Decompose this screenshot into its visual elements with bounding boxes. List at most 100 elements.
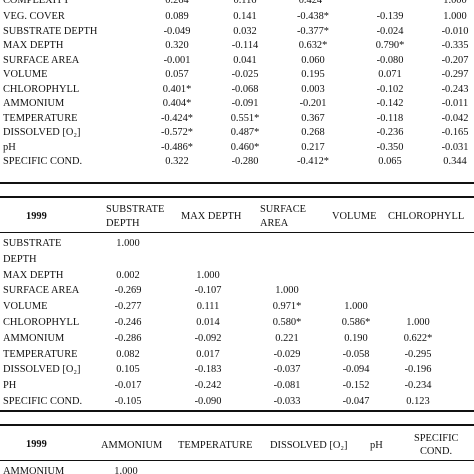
table-2-top-rule [0, 196, 474, 198]
table-1-row-label: SUBSTRATE DEPTH [3, 25, 98, 37]
table-2-cell: 0.002 [116, 269, 140, 281]
table-2-row-label: SPECIFIC COND. [3, 396, 83, 407]
table-2-column-header: MAX DEPTH [181, 211, 242, 222]
table-1-cell: -0.280 [231, 156, 259, 167]
table-1-row-label: SPECIFIC COND. [3, 156, 83, 167]
table-2-cell: -0.058 [342, 348, 370, 360]
table-1-cell: -0.486* [160, 141, 194, 153]
table-1-cell: -0.412* [296, 156, 330, 167]
table-2-row-label: AMMONIUM [3, 332, 65, 344]
table-1-cell: -0.042 [441, 112, 469, 124]
table-2: 1999 SUBSTRATE DEPTH MAX DEPTH SURFACE AREA V… [0, 196, 474, 418]
table-1-partial-cell: 0.116 [233, 0, 257, 6]
table-1-cell: -0.350 [376, 141, 404, 153]
table-1-cell: 0.790* [375, 40, 405, 51]
table-2-row-label: SURFACE AREA [3, 285, 80, 297]
table-1-cell: 0.404* [162, 98, 192, 109]
table-2-cell: -0.295 [404, 348, 432, 360]
table-2-cell: 0.190 [344, 332, 368, 344]
table-1-cell: -0.201 [299, 98, 327, 109]
table-3: 1999 AMMONIUM TEMPERATURE DISSOLVED [O₂] pH… [0, 424, 474, 474]
table-1-cell: -0.011 [441, 98, 469, 109]
table-1: COMPLEXITY 0.264 0.116 0.424* 1.000 VEG. COVE… [0, 0, 474, 187]
table-2-column-header: VOLUME [332, 211, 377, 222]
table-1-cell: -0.139 [376, 11, 404, 22]
table-2-column-header: CHLOROPHYLL [388, 211, 465, 222]
table-1-cell: -0.001 [163, 54, 191, 66]
table-2-bottom-rule [0, 410, 474, 412]
table-1-cell: -0.377* [296, 25, 330, 37]
table-2-row-label: VOLUME [3, 301, 48, 313]
table-2-cell: -0.033 [273, 396, 301, 407]
table-3-cell: 1.000 [114, 466, 138, 474]
table-1-cell: 0.057 [165, 69, 189, 80]
table-3-header-rule [0, 460, 474, 461]
table-3-column-header: DISSOLVED [O₂] [270, 440, 348, 451]
table-1-row-label: CHLOROPHYLL [3, 83, 80, 95]
table-1-cell: 0.460* [230, 141, 260, 153]
table-1-row-label: pH [3, 141, 16, 153]
table-2-cell: -0.081 [273, 380, 301, 392]
table-1-cell: -0.010 [441, 25, 469, 37]
table-1-row-label: MAX DEPTH [3, 40, 64, 51]
table-1-cell: -0.165 [441, 127, 469, 138]
table-1-cell: 0.632* [298, 40, 328, 51]
table-2-cell: -0.094 [342, 364, 370, 376]
table-2-cell: 0.580* [272, 317, 302, 328]
table-1-cell: 0.195 [301, 69, 325, 80]
table-2-cell: 1.000 [196, 269, 220, 281]
table-2-year: 1999 [26, 211, 47, 222]
table-2-column-header-line2: DEPTH [106, 218, 140, 229]
table-1-partial-cell: 0.264 [165, 0, 189, 6]
table-2-cell: -0.196 [404, 364, 432, 376]
table-2-cell: -0.017 [114, 380, 142, 392]
table-2-column-header-line2: AREA [260, 218, 289, 229]
table-2-cell: 0.014 [196, 317, 220, 328]
table-2-cell: -0.242 [194, 380, 222, 392]
table-1-row-label: SURFACE AREA [3, 54, 80, 66]
table-3-year: 1999 [26, 439, 47, 450]
table-2-cell: 0.586* [341, 317, 371, 328]
table-1-cell: -0.438* [296, 11, 330, 22]
table-3-column-header-line2: COND. [420, 446, 453, 457]
table-2-header-rule [0, 232, 474, 233]
table-1-cell: 0.141 [233, 11, 257, 22]
table-2-row-label: TEMPERATURE [3, 348, 78, 360]
table-2-column-header: SUBSTRATE [106, 204, 165, 215]
table-2-cell: -0.286 [114, 332, 142, 344]
table-1-partial-cell: 1.000 [443, 0, 467, 6]
table-3-top-rule [0, 424, 474, 426]
table-2-cell: -0.047 [342, 396, 370, 407]
table-1-cell: 0.060 [301, 54, 325, 66]
table-1-cell: 0.322 [165, 156, 189, 167]
table-1-cell: -0.424* [160, 112, 194, 124]
table-1-cell: -0.025 [231, 69, 259, 80]
table-2-cell: 1.000 [406, 317, 430, 328]
table-1-row-label: TEMPERATURE [3, 112, 78, 124]
table-2-cell: -0.029 [273, 348, 301, 360]
table-2-cell: -0.105 [114, 396, 142, 407]
table-2-cell: -0.234 [404, 380, 432, 392]
table-2-row-label: MAX DEPTH [3, 269, 64, 281]
table-1-cell: -0.114 [231, 40, 259, 51]
table-1-cell: -0.297 [441, 69, 469, 80]
table-2-cell: -0.277 [114, 301, 142, 313]
table-2-cell: 0.017 [196, 348, 220, 360]
table-1-cell: -0.335 [441, 40, 469, 51]
table-1-bottom-rule [0, 182, 474, 184]
table-2-cell: -0.092 [194, 332, 222, 344]
table-2-cell: 0.105 [116, 364, 140, 376]
table-1-row-label: VOLUME [3, 69, 48, 80]
table-2-cell: -0.090 [194, 396, 222, 407]
table-1-cell: 0.032 [233, 25, 257, 37]
table-2-cell: 0.971* [272, 301, 302, 313]
table-2-row-label: CHLOROPHYLL [3, 317, 80, 328]
table-2-cell: 1.000 [116, 238, 140, 249]
table-3-row-label: AMMONIUM [3, 466, 65, 474]
table-1-cell: 0.401* [162, 83, 192, 95]
table-2-cell: -0.246 [114, 317, 142, 328]
table-1-cell: -0.243 [441, 83, 469, 95]
table-2-cell: -0.269 [114, 285, 142, 297]
table-1-cell: 0.065 [378, 156, 402, 167]
